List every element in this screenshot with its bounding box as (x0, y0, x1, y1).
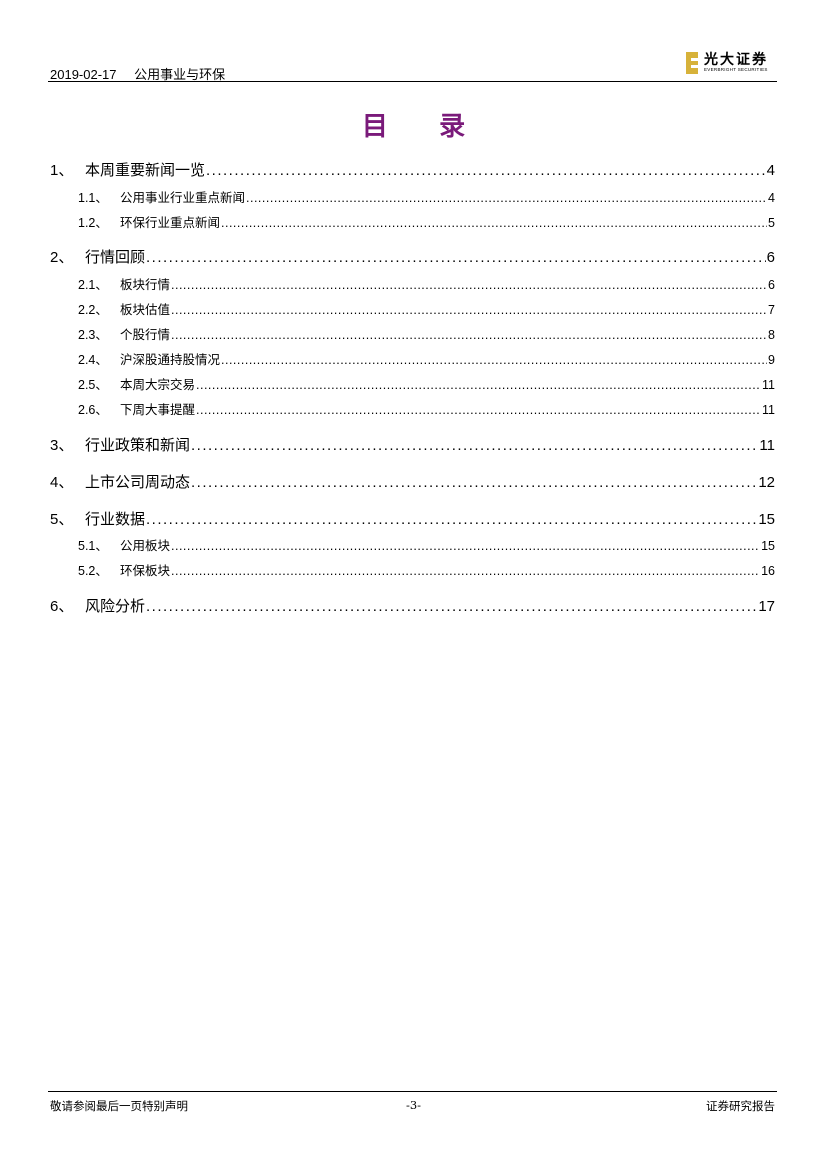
toc-page[interactable]: 17 (758, 598, 775, 615)
toc-number: 2.1、 (78, 278, 108, 292)
report-date: 2019-02-17 (50, 67, 117, 82)
toc-number: 2.2、 (78, 303, 108, 317)
toc-leader (196, 378, 761, 392)
page-number: -3- (405, 1098, 422, 1112)
toc-entry[interactable]: 5.1、公用板块 15 (78, 535, 775, 554)
footer-divider (48, 1091, 777, 1092)
toc-title[interactable]: 公用事业行业重点新闻 (120, 191, 246, 205)
toc-leader (171, 564, 760, 578)
toc-page[interactable]: 15 (758, 511, 775, 528)
everbright-logo: 光大证券 EVERBRIGHT SECURITIES (686, 52, 768, 74)
toc-page[interactable]: 11 (762, 378, 775, 392)
toc-entry[interactable]: 2.6、下周大事提醒 11 (78, 399, 775, 418)
toc-title[interactable]: 公用板块 (120, 539, 171, 553)
toc-title[interactable]: 行情回顾 (85, 249, 146, 266)
toc-number: 2.5、 (78, 378, 108, 392)
toc-leader (171, 278, 767, 292)
toc-leader (191, 474, 757, 491)
logo-en: EVERBRIGHT SECURITIES (704, 67, 768, 72)
toc-number: 4、 (50, 474, 74, 491)
toc-entry[interactable]: 2.1、板块行情 6 (78, 274, 775, 293)
toc-title[interactable]: 板块行情 (120, 278, 171, 292)
toc-number: 5.1、 (78, 539, 108, 553)
toc-number: 5、 (50, 511, 74, 528)
toc-entry[interactable]: 1.2、环保行业重点新闻 5 (78, 212, 775, 231)
toc-number: 1.1、 (78, 191, 108, 205)
footer-report-type: 证券研究报告 (706, 1099, 775, 1113)
toc-title[interactable]: 本周重要新闻一览 (85, 162, 206, 179)
toc-leader (221, 353, 767, 367)
toc-title[interactable]: 风险分析 (85, 598, 146, 615)
logo-mark-icon (686, 52, 698, 74)
logo-cn: 光大证券 (704, 52, 768, 68)
toc-entry[interactable]: 2.2、板块估值 7 (78, 299, 775, 318)
toc-number: 1、 (50, 162, 74, 179)
toc-page[interactable]: 5 (768, 216, 775, 230)
toc-entry[interactable]: 2.5、本周大宗交易 11 (78, 374, 775, 393)
toc-page[interactable]: 9 (768, 353, 775, 367)
toc-page[interactable]: 16 (761, 564, 775, 578)
toc-leader (146, 511, 757, 528)
toc-number: 6、 (50, 598, 74, 615)
toc-page[interactable]: 8 (768, 328, 775, 342)
header-info: 2019-02-17 公用事业与环保 (50, 64, 239, 83)
toc-entry[interactable]: 1.1、公用事业行业重点新闻 4 (78, 187, 775, 206)
toc-leader (171, 539, 760, 553)
toc-page[interactable]: 11 (762, 403, 775, 417)
toc-leader (191, 437, 758, 454)
toc-title[interactable]: 上市公司周动态 (85, 474, 191, 491)
toc-leader (246, 191, 767, 205)
toc-number: 2.4、 (78, 353, 108, 367)
toc-leader (171, 328, 767, 342)
toc-entry[interactable]: 3、行业政策和新闻 11 (50, 434, 775, 455)
toc-leader (206, 162, 766, 179)
report-sector: 公用事业与环保 (134, 67, 226, 82)
toc-page[interactable]: 6 (766, 249, 775, 266)
toc-page[interactable]: 4 (768, 191, 775, 205)
toc-number: 1.2、 (78, 216, 108, 230)
toc-number: 2.6、 (78, 403, 108, 417)
toc-title[interactable]: 行业政策和新闻 (85, 437, 191, 454)
toc-leader (221, 216, 767, 230)
toc-number: 2.3、 (78, 328, 108, 342)
footer-disclaimer: 敬请参阅最后一页特别声明 (50, 1099, 188, 1113)
toc-entry[interactable]: 4、上市公司周动态 12 (50, 471, 775, 492)
toc-entry[interactable]: 2.3、个股行情 8 (78, 324, 775, 343)
toc-title[interactable]: 环保行业重点新闻 (120, 216, 221, 230)
toc-entry[interactable]: 5、行业数据 15 (50, 508, 775, 529)
toc-page[interactable]: 11 (759, 437, 775, 454)
toc-page[interactable]: 7 (768, 303, 775, 317)
toc-number: 3、 (50, 437, 74, 454)
toc-page[interactable]: 12 (758, 474, 775, 491)
toc-entry[interactable]: 6、风险分析 17 (50, 595, 775, 616)
toc-title[interactable]: 下周大事提醒 (120, 403, 196, 417)
toc-leader (146, 249, 766, 266)
toc-entry[interactable]: 5.2、环保板块 16 (78, 560, 775, 579)
toc-entry[interactable]: 2、行情回顾 6 (50, 246, 775, 267)
toc-title[interactable]: 个股行情 (120, 328, 171, 342)
toc-page[interactable]: 4 (766, 162, 775, 179)
toc-number: 5.2、 (78, 564, 108, 578)
toc-number: 2、 (50, 249, 74, 266)
page-title: 目 录 (361, 111, 488, 141)
toc-leader (196, 403, 761, 417)
toc-title[interactable]: 行业数据 (85, 511, 146, 528)
toc-title[interactable]: 沪深股通持股情况 (120, 353, 221, 367)
toc-title[interactable]: 环保板块 (120, 564, 171, 578)
toc-entry[interactable]: 2.4、沪深股通持股情况 9 (78, 349, 775, 368)
toc-leader (146, 598, 757, 615)
toc-page[interactable]: 6 (768, 278, 775, 292)
toc-leader (171, 303, 767, 317)
toc-title[interactable]: 板块估值 (120, 303, 171, 317)
toc-entry[interactable]: 1、本周重要新闻一览 4 (50, 159, 775, 180)
toc-page[interactable]: 15 (761, 539, 775, 553)
header-divider (48, 81, 777, 82)
toc-title[interactable]: 本周大宗交易 (120, 378, 196, 392)
